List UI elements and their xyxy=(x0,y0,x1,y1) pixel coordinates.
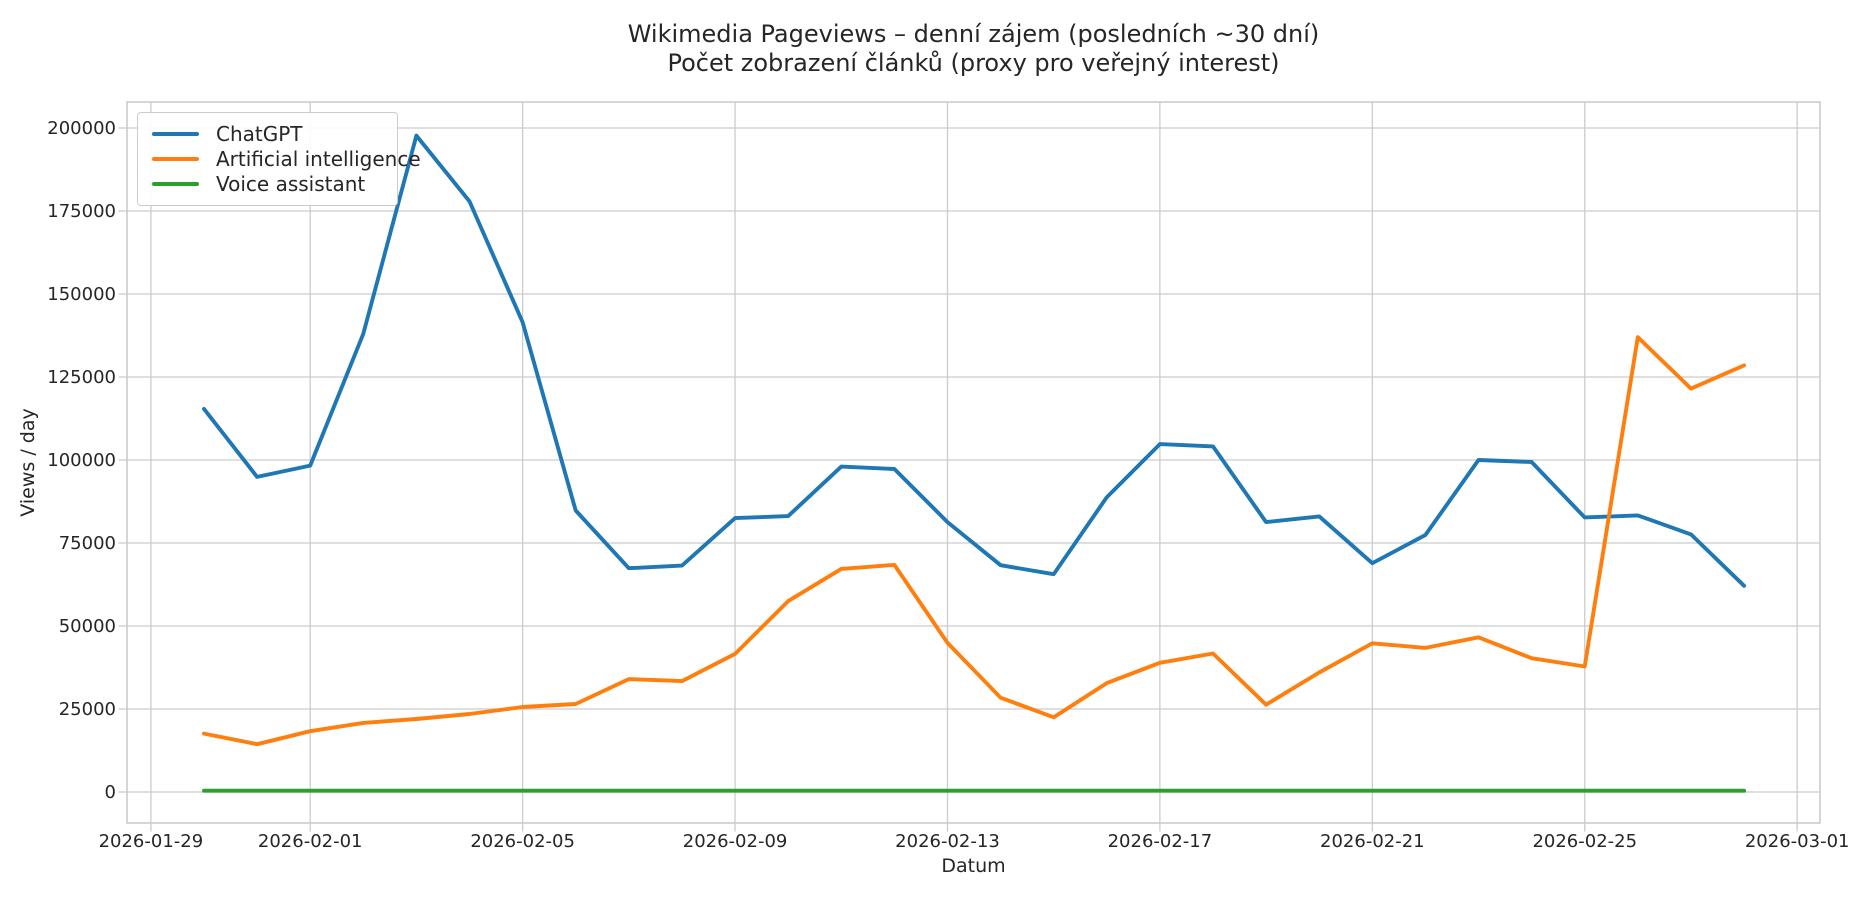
series-line-chatgpt xyxy=(202,133,1747,588)
legend-label: ChatGPT xyxy=(216,121,303,146)
plot-border xyxy=(126,101,1821,824)
legend-entry-voice-assistant: Voice assistant xyxy=(152,172,383,197)
x-tick-label: 2026-01-29 xyxy=(99,831,204,852)
x-tick-label: 2026-02-09 xyxy=(683,831,788,852)
legend-line-swatch xyxy=(152,131,199,136)
y-tick-label: 75000 xyxy=(59,533,116,554)
y-tick-label: 200000 xyxy=(47,118,116,139)
legend-label: Artificial intelligence xyxy=(216,146,421,171)
x-tick-label: 2026-02-05 xyxy=(470,831,575,852)
y-axis-label: Views / day xyxy=(17,408,39,516)
x-axis-label: Datum xyxy=(941,855,1005,877)
legend-line-swatch xyxy=(152,156,199,161)
y-tick-label: 50000 xyxy=(59,616,116,637)
y-tick-label: 25000 xyxy=(59,699,116,720)
x-tick-label: 2026-03-01 xyxy=(1745,831,1850,852)
x-tick-label: 2026-02-17 xyxy=(1108,831,1213,852)
x-tick-label: 2026-02-21 xyxy=(1320,831,1425,852)
y-tick-label: 175000 xyxy=(47,201,116,222)
legend-entry-chatgpt: ChatGPT xyxy=(152,121,383,146)
x-tick-label: 2026-02-01 xyxy=(258,831,363,852)
y-tick-label: 125000 xyxy=(47,367,116,388)
chart-title: Wikimedia Pageviews – denní zájem (posle… xyxy=(627,20,1320,48)
y-tick-label: 0 xyxy=(105,782,116,803)
x-tick-label: 2026-02-13 xyxy=(895,831,1000,852)
chart-title-block: Wikimedia Pageviews – denní zájem (posle… xyxy=(127,20,1820,78)
legend: ChatGPT Artificial intelligence Voice assi… xyxy=(137,112,421,206)
series-line-artificial-intelligence xyxy=(202,335,1747,747)
chart-subtitle: Počet zobrazení článků (proxy pro veřejn… xyxy=(667,49,1280,77)
legend-line-swatch xyxy=(152,182,199,187)
y-tick-label: 100000 xyxy=(47,450,116,471)
y-tick-label: 150000 xyxy=(47,284,116,305)
x-tick-label: 2026-02-25 xyxy=(1532,831,1637,852)
legend-label: Voice assistant xyxy=(216,172,366,197)
legend-entry-artificial-intelligence: Artificial intelligence xyxy=(152,146,421,171)
